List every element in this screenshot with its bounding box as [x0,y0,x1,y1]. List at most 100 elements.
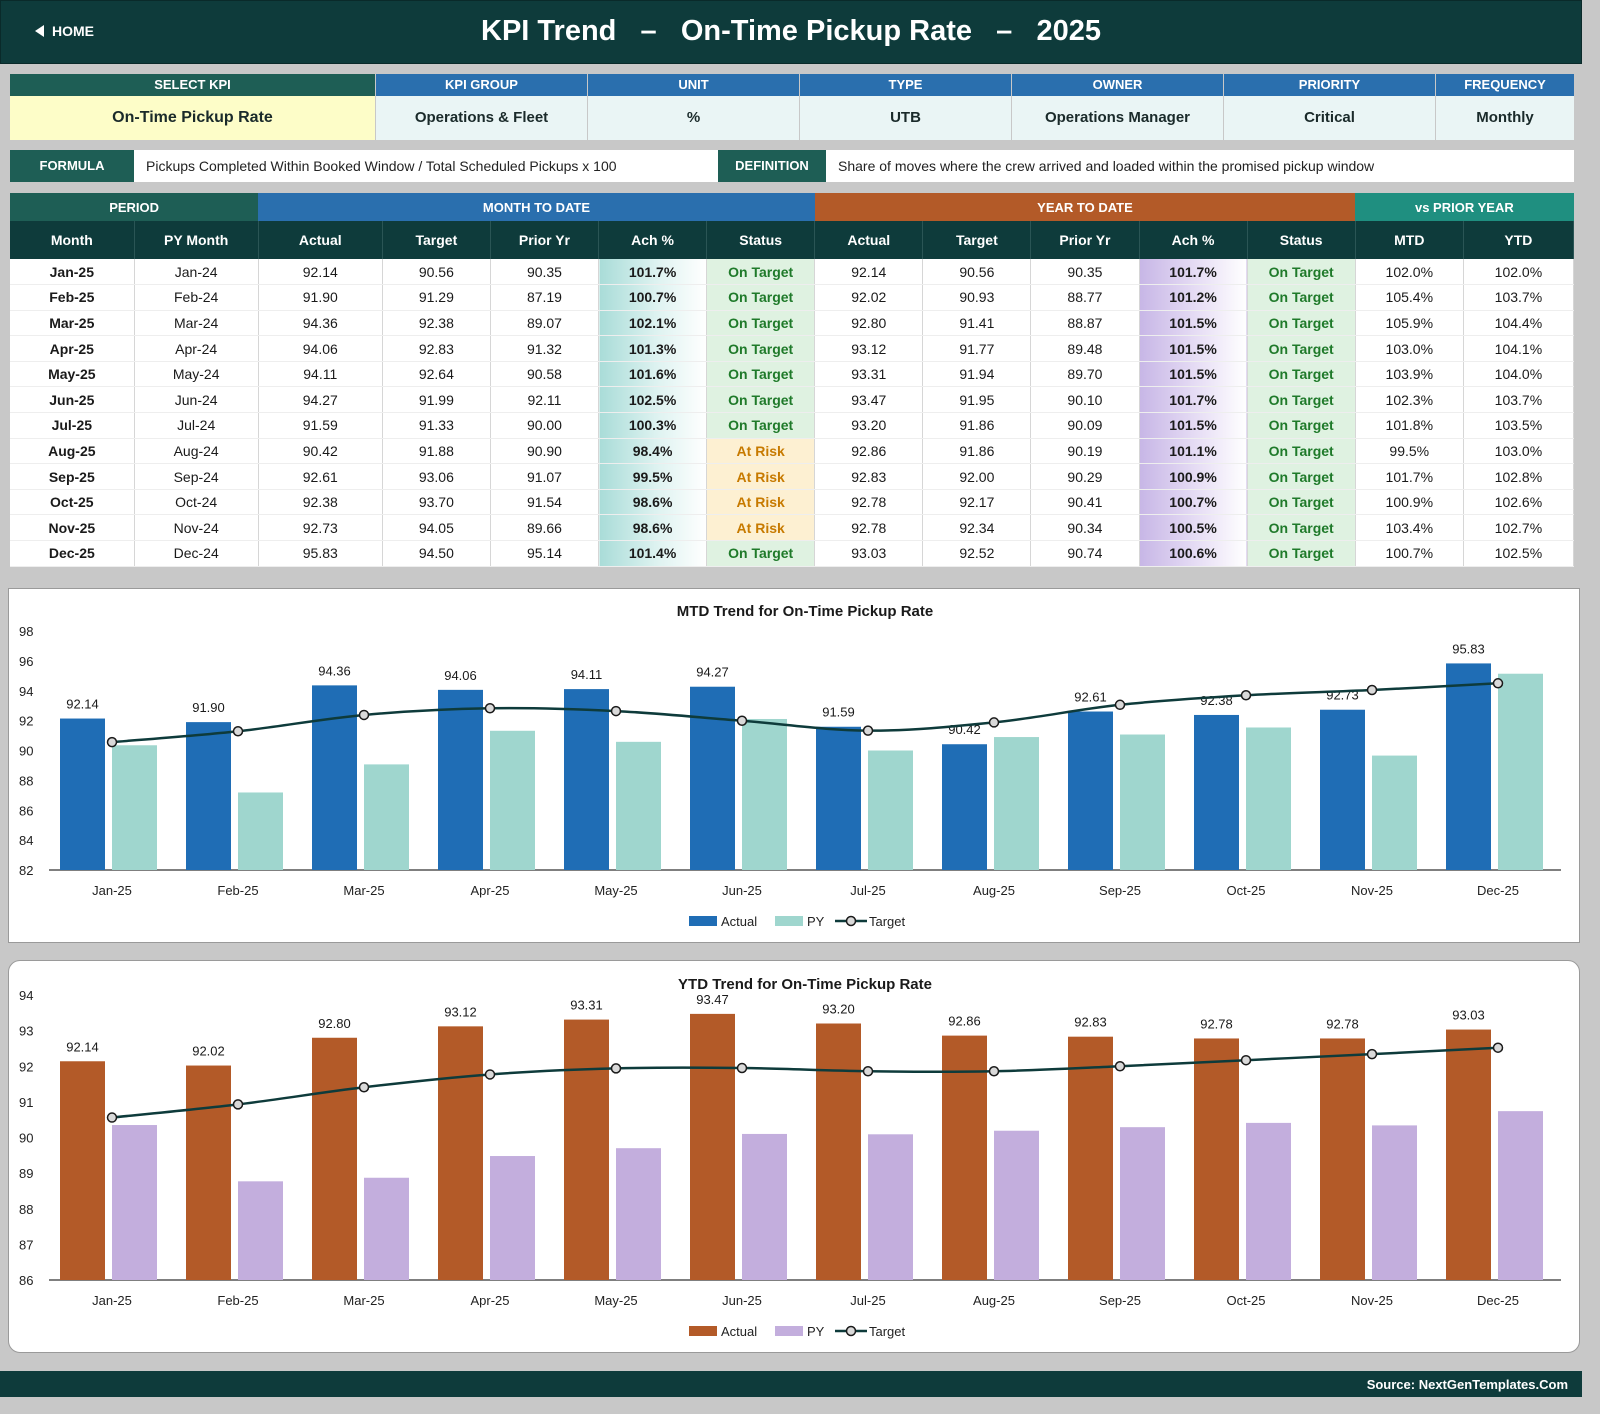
target-point [1240,1054,1252,1066]
col-ytd-target-cell: 91.86 [922,412,1032,439]
actual-data-label: 94.11 [571,667,603,682]
col-vs-mtd-cell: 103.0% [1355,335,1464,362]
x-tick-label: Apr-25 [470,883,509,898]
col-ytd-prior-yr-cell: 90.74 [1030,540,1140,567]
col-mtd-ach-cell: 101.6% [598,361,708,388]
legend-actual-label: Actual [721,1324,757,1339]
source-credit: Source: NextGenTemplates.Com [1366,1377,1568,1392]
col-mtd-target-cell: 92.83 [382,335,491,362]
col-py-month-cell: Sep-24 [134,463,259,490]
actual-bar [564,689,609,870]
col-ytd-prior-yr-cell: 90.34 [1030,514,1140,542]
col-mtd-actual-cell: 92.61 [258,463,383,490]
x-tick-label: Jan-25 [92,883,132,898]
select-kpi-value[interactable]: On-Time Pickup Rate [10,96,375,140]
actual-bar [564,1019,609,1280]
col-py-month-cell: Jul-24 [134,412,259,439]
col-vs-ytd-cell: 102.0% [1463,259,1575,286]
col-ytd-status-cell: On Target [1247,489,1356,516]
y-tick-label: 88 [19,773,33,788]
actual-bar [1320,709,1365,870]
col-ytd-ach-cell: 101.5% [1139,310,1248,337]
y-tick-label: 88 [19,1202,33,1217]
col-ytd-target-header: Target [922,221,1032,259]
col-mtd-status-cell: On Target [706,540,816,567]
col-ytd-status-cell: On Target [1247,412,1356,439]
target-point [106,736,118,748]
col-ytd-actual-cell: 92.78 [814,489,924,516]
actual-bar [690,686,735,870]
col-mtd-prior-yr-cell: 90.00 [490,412,600,439]
actual-data-label: 92.02 [192,1044,225,1059]
owner-cell: OWNER Operations Manager [1012,74,1224,140]
actual-bar [1194,1038,1239,1280]
col-mtd-prior-yr-cell: 90.58 [490,361,600,388]
col-ytd-actual-cell: 93.03 [814,540,924,567]
mtd-chart-panel: MTD Trend for On-Time Pickup Rate 82 84 86 8… [8,588,1580,943]
band-vs-prior-year: vs PRIOR YEAR [1355,193,1574,221]
col-ytd-status-cell: On Target [1247,284,1356,311]
col-ytd-actual-cell: 92.78 [814,514,924,542]
x-tick-label: Jun-25 [722,883,762,898]
col-mtd-prior-yr-cell: 89.66 [490,514,600,542]
ytd-trend-chart: YTD Trend for On-Time Pickup Rate 86 87 88 8… [19,976,1561,1339]
x-tick-label: May-25 [594,883,637,898]
table-row: Jul-25 Jul-24 91.59 91.33 90.00 100.3% On Targ… [10,412,1575,439]
target-line [111,1046,1499,1119]
x-tick-label: Dec-25 [1477,1293,1519,1308]
col-month-cell: Sep-25 [10,463,135,490]
py-bar [1246,727,1291,870]
col-mtd-ach-cell: 101.3% [598,335,708,362]
target-point [232,725,244,737]
col-month-cell: Feb-25 [10,284,135,311]
actual-bar [942,1035,987,1280]
y-tick-label: 90 [19,1131,33,1146]
legend-py-swatch [775,1326,803,1336]
x-tick-label: Jan-25 [92,1293,132,1308]
home-button[interactable]: HOME [35,23,94,39]
legend-actual-swatch [689,1326,717,1336]
py-bar [1498,673,1543,870]
y-tick-label: 96 [19,654,33,669]
col-mtd-target-cell: 92.64 [382,361,491,388]
y-tick-label: 82 [19,863,33,878]
target-line [111,682,1499,744]
actual-data-label: 94.06 [444,668,477,683]
col-vs-mtd-cell: 105.9% [1355,310,1464,337]
col-vs-ytd-cell: 102.7% [1463,514,1575,542]
col-mtd-prior-yr-cell: 90.35 [490,259,600,286]
col-ytd-prior-yr-cell: 90.09 [1030,412,1140,439]
col-ytd-actual-cell: 92.80 [814,310,924,337]
actual-bar [1446,663,1491,870]
y-tick-label: 86 [19,803,33,818]
x-tick-label: Dec-25 [1477,883,1519,898]
py-bar [742,1133,787,1280]
col-ytd-target-cell: 90.56 [922,259,1032,286]
actual-data-label: 95.83 [1452,641,1485,656]
target-point [232,1099,244,1110]
py-bar [1120,1127,1165,1280]
x-tick-label: Nov-25 [1351,1293,1393,1308]
col-month-cell: Apr-25 [10,335,135,362]
col-mtd-target-cell: 91.88 [382,438,491,465]
actual-bar [1068,711,1113,870]
table-body: Jan-25 Jan-24 92.14 90.56 90.35 101.7% On Targ… [10,259,1575,567]
col-ytd-target-cell: 92.34 [922,514,1032,542]
col-mtd-target-cell: 90.56 [382,259,491,286]
table-row: Mar-25 Mar-24 94.36 92.38 89.07 102.1% On Targ… [10,310,1575,337]
legend-py-label: PY [807,1324,825,1339]
x-tick-label: Jul-25 [850,1293,885,1308]
x-tick-label: Mar-25 [343,1293,384,1308]
y-tick-label: 86 [19,1273,33,1288]
py-bar [112,745,157,870]
actual-data-label: 92.80 [318,1016,351,1031]
actual-bar [1446,1029,1491,1280]
col-month-cell: Jul-25 [10,412,135,439]
col-ytd-target-cell: 92.17 [922,489,1032,516]
py-bar [1246,1122,1291,1280]
target-point [736,1062,748,1074]
select-kpi-cell[interactable]: SELECT KPI On-Time Pickup Rate [10,74,376,140]
frequency-value: Monthly [1436,96,1574,140]
y-tick-label: 93 [19,1024,33,1039]
col-ytd-actual-cell: 92.83 [814,463,924,490]
